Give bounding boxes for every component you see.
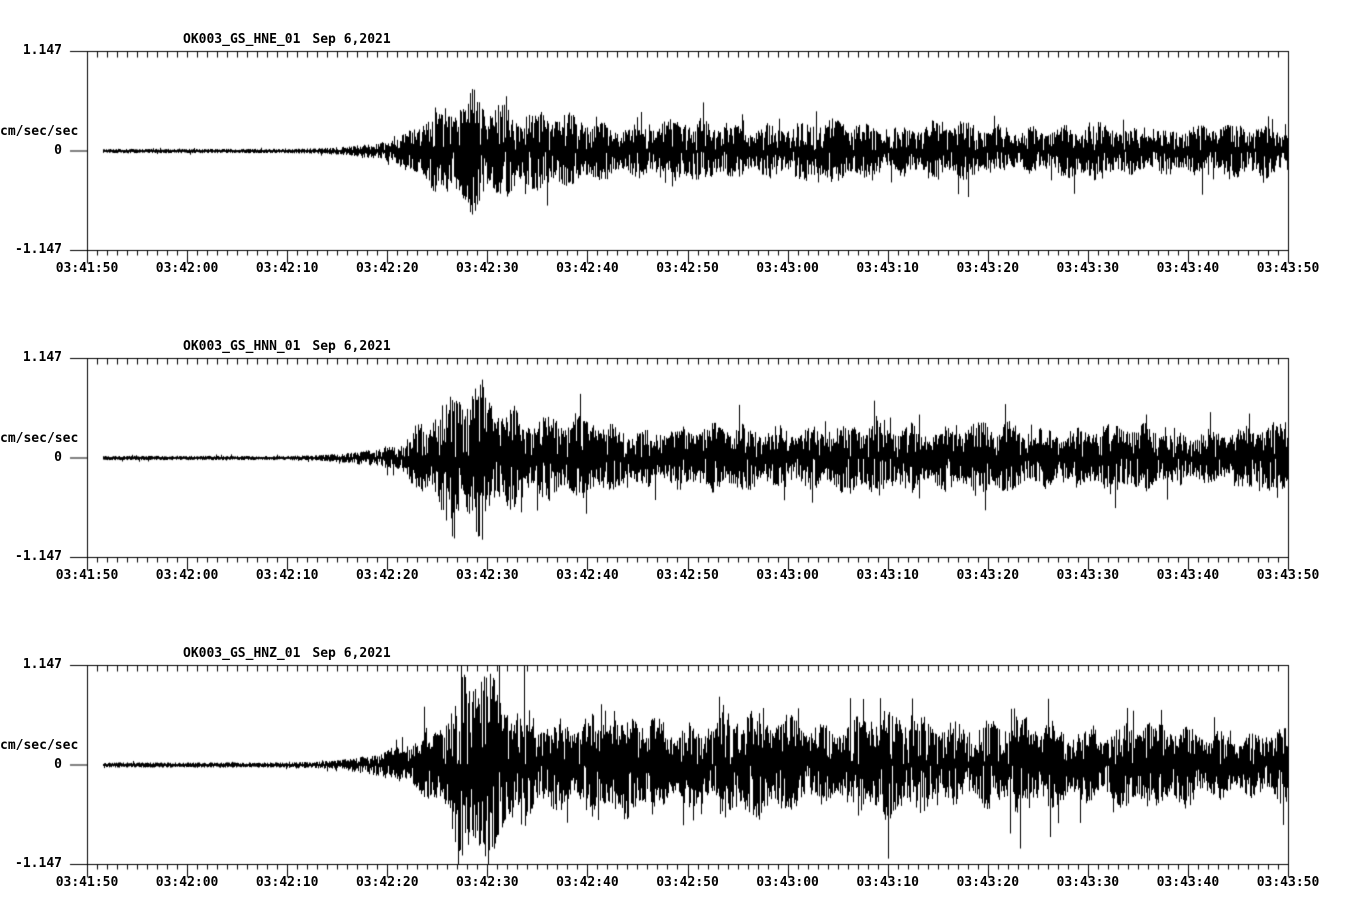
x-tick-label: 03:41:50 bbox=[55, 261, 119, 276]
waveform-canvas-hnz bbox=[0, 614, 1358, 921]
x-tick-label: 03:42:20 bbox=[355, 261, 419, 276]
x-tick-label: 03:43:30 bbox=[1056, 261, 1120, 276]
y-axis-min-label: -1.147 bbox=[15, 856, 62, 871]
x-tick-label: 03:43:50 bbox=[1256, 261, 1320, 276]
x-tick-label: 03:43:20 bbox=[956, 261, 1020, 276]
y-axis-unit-label: cm/sec/sec bbox=[0, 738, 79, 753]
date-label: Sep 6,2021 bbox=[312, 646, 391, 661]
waveform-canvas-hne bbox=[0, 0, 1358, 307]
seismogram-panel-hnz: OK003_GS_HNZ_01 Sep 6,2021 1.147 cm/sec/s… bbox=[0, 614, 1358, 921]
x-tick-label: 03:41:50 bbox=[55, 875, 119, 890]
y-axis-zero-label: 0 bbox=[54, 450, 62, 465]
x-tick-label: 03:43:10 bbox=[856, 568, 919, 583]
x-axis-labels: 03:41:50 03:42:00 03:42:10 03:42:20 03:42:30… bbox=[0, 0, 1358, 307]
x-tick-label: 03:43:40 bbox=[1156, 875, 1220, 890]
x-tick-label: 03:42:50 bbox=[656, 568, 719, 583]
x-tick-label: 03:43:00 bbox=[756, 261, 819, 276]
plot-title: OK003_GS_HNN_01 Sep 6,2021 bbox=[183, 340, 391, 354]
x-tick-label: 03:42:30 bbox=[456, 875, 519, 890]
x-tick-label: 03:42:10 bbox=[255, 875, 319, 890]
x-tick-label: 03:42:50 bbox=[656, 875, 719, 890]
x-tick-label: 03:43:10 bbox=[856, 261, 919, 276]
x-tick-label: 03:42:10 bbox=[255, 261, 319, 276]
x-tick-label: 03:42:50 bbox=[656, 261, 719, 276]
x-tick-label: 03:43:30 bbox=[1056, 568, 1120, 583]
seismogram-panel-hne: OK003_GS_HNE_01 Sep 6,2021 1.147 cm/sec/s… bbox=[0, 0, 1358, 307]
plot-title: OK003_GS_HNE_01 Sep 6,2021 bbox=[183, 33, 391, 47]
x-tick-label: 03:43:30 bbox=[1056, 875, 1120, 890]
y-axis-min-label: -1.147 bbox=[15, 549, 62, 564]
x-tick-label: 03:43:50 bbox=[1256, 568, 1320, 583]
y-axis-zero-label: 0 bbox=[54, 143, 62, 158]
plot-title: OK003_GS_HNZ_01 Sep 6,2021 bbox=[183, 647, 391, 661]
x-tick-label: 03:43:20 bbox=[956, 875, 1020, 890]
x-tick-label: 03:43:20 bbox=[956, 568, 1020, 583]
x-tick-label: 03:43:50 bbox=[1256, 875, 1320, 890]
x-tick-label: 03:42:30 bbox=[456, 261, 519, 276]
x-tick-label: 03:42:40 bbox=[556, 261, 619, 276]
x-tick-label: 03:42:00 bbox=[155, 261, 219, 276]
x-tick-label: 03:42:20 bbox=[355, 568, 419, 583]
y-axis-unit-label: cm/sec/sec bbox=[0, 431, 79, 446]
x-tick-label: 03:42:00 bbox=[155, 568, 219, 583]
y-axis-zero-label: 0 bbox=[54, 757, 62, 772]
station-label: OK003_GS_HNE_01 bbox=[183, 32, 301, 47]
date-label: Sep 6,2021 bbox=[312, 339, 391, 354]
seismogram-panel-hnn: OK003_GS_HNN_01 Sep 6,2021 1.147 cm/sec/s… bbox=[0, 307, 1358, 614]
date-label: Sep 6,2021 bbox=[312, 32, 391, 47]
y-axis-max-label: 1.147 bbox=[22, 43, 62, 58]
x-tick-label: 03:42:10 bbox=[255, 568, 319, 583]
station-label: OK003_GS_HNZ_01 bbox=[183, 646, 301, 661]
y-axis-max-label: 1.147 bbox=[22, 350, 62, 365]
x-tick-label: 03:41:50 bbox=[55, 568, 119, 583]
x-tick-label: 03:43:10 bbox=[856, 875, 919, 890]
x-tick-label: 03:42:30 bbox=[456, 568, 519, 583]
x-tick-label: 03:43:40 bbox=[1156, 261, 1220, 276]
x-tick-label: 03:43:00 bbox=[756, 568, 819, 583]
x-tick-label: 03:43:00 bbox=[756, 875, 819, 890]
x-axis-labels: 03:41:50 03:42:00 03:42:10 03:42:20 03:42:30… bbox=[0, 307, 1358, 614]
y-axis-unit-label: cm/sec/sec bbox=[0, 124, 79, 139]
x-axis-labels: 03:41:50 03:42:00 03:42:10 03:42:20 03:42:30… bbox=[0, 614, 1358, 921]
station-label: OK003_GS_HNN_01 bbox=[183, 339, 301, 354]
x-tick-label: 03:42:20 bbox=[355, 875, 419, 890]
x-tick-label: 03:42:40 bbox=[556, 875, 619, 890]
x-tick-label: 03:42:40 bbox=[556, 568, 619, 583]
y-axis-min-label: -1.147 bbox=[15, 242, 62, 257]
x-tick-label: 03:43:40 bbox=[1156, 568, 1220, 583]
y-axis-max-label: 1.147 bbox=[22, 657, 62, 672]
waveform-canvas-hnn bbox=[0, 307, 1358, 614]
x-tick-label: 03:42:00 bbox=[155, 875, 219, 890]
